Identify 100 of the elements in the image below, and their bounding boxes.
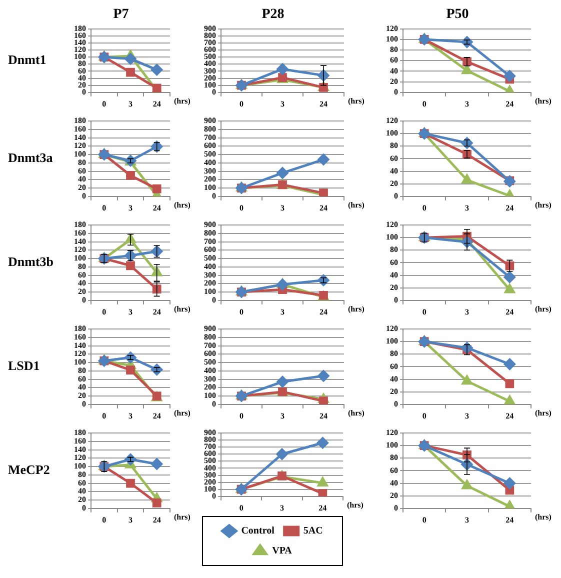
x-tick-label: 24 [320, 203, 328, 212]
y-tick-label: 120 [386, 428, 398, 438]
x-axis-title: (hrs) [535, 512, 552, 522]
x-tick-label: 3 [128, 411, 132, 420]
y-tick-label: 300 [204, 166, 216, 176]
y-axis-title: LSD1 [8, 358, 40, 374]
y-tick-label: 100 [386, 440, 398, 450]
y-tick-label: 140 [74, 236, 86, 246]
y-tick-label: 40 [78, 278, 86, 288]
y-tick-label: 80 [390, 453, 398, 462]
x-tick-label: 24 [506, 307, 514, 316]
legend-label: 5AC [303, 526, 323, 537]
y-tick-label: 60 [390, 258, 398, 267]
y-tick-label: 120 [74, 349, 86, 358]
x-tick-label: 3 [465, 203, 469, 212]
x-tick-label: 24 [320, 411, 328, 420]
y-tick-label: 0 [212, 87, 216, 96]
y-tick-label: 20 [390, 76, 398, 86]
y-tick-label: 900 [204, 324, 216, 334]
y-tick-label: 140 [74, 38, 86, 47]
y-tick-label: 160 [74, 30, 86, 40]
x-tick-label: 0 [422, 307, 426, 316]
y-tick-label: 80 [390, 45, 398, 54]
x-tick-label: 3 [465, 515, 469, 524]
x-tick-label: 3 [280, 307, 284, 316]
y-tick-label: 40 [390, 478, 398, 488]
x-tick-label: 24 [318, 503, 327, 512]
y-tick-label: 120 [386, 116, 398, 126]
y-tick-label: 900 [204, 220, 216, 230]
y-tick-label: 20 [78, 183, 86, 192]
x-tick-label: 24 [506, 515, 514, 524]
x-tick-label: 24 [152, 307, 161, 316]
chart-title: P7 [113, 7, 129, 22]
y-tick-label: 700 [204, 132, 216, 142]
y-tick-label: 120 [74, 245, 86, 254]
y-tick-label: 0 [212, 399, 216, 408]
y-tick-label: 120 [74, 45, 86, 54]
y-tick-label: 20 [390, 178, 398, 188]
y-tick-label: 700 [204, 442, 216, 452]
x-tick-label: 0 [422, 515, 426, 524]
y-tick-label: 200 [204, 477, 216, 486]
x-tick-label: 0 [102, 515, 106, 524]
y-tick-label: 180 [74, 324, 86, 334]
y-tick-label: 160 [74, 228, 86, 238]
x-axis-title: (hrs) [535, 304, 552, 314]
x-tick-label: 0 [102, 203, 106, 212]
x-tick-label: 3 [280, 503, 284, 512]
y-tick-label: 500 [204, 456, 216, 466]
y-tick-label: 140 [74, 340, 86, 350]
y-tick-label: 20 [78, 80, 86, 90]
y-tick-label: 100 [386, 336, 398, 346]
y-tick-label: 180 [74, 116, 86, 126]
chart-title: P28 [262, 7, 284, 22]
x-tick-label: 24 [152, 203, 161, 212]
y-tick-label: 60 [390, 154, 398, 163]
y-tick-label: 200 [204, 174, 216, 184]
x-axis-title: (hrs) [535, 96, 552, 106]
x-tick-label: 0 [102, 307, 106, 316]
y-tick-label: 40 [390, 166, 398, 176]
y-tick-label: 800 [204, 228, 216, 238]
y-tick-label: 800 [204, 332, 216, 342]
y-tick-label: 100 [74, 462, 86, 471]
y-tick-label: 600 [204, 45, 216, 54]
x-axis-title: (hrs) [174, 200, 191, 210]
x-tick-label: 3 [128, 99, 132, 108]
y-tick-label: 20 [390, 282, 398, 292]
y-tick-label: 180 [74, 428, 86, 438]
y-tick-label: 0 [394, 295, 398, 304]
x-tick-label: 0 [240, 203, 244, 212]
x-axis-title: (hrs) [348, 304, 365, 314]
y-tick-label: 800 [204, 435, 216, 444]
y-tick-label: 60 [390, 466, 398, 475]
y-tick-label: 80 [78, 262, 86, 271]
y-tick-label: 100 [386, 128, 398, 138]
x-axis-title: (hrs) [174, 96, 191, 106]
y-tick-label: 180 [74, 24, 86, 33]
y-tick-label: 20 [78, 287, 86, 296]
y-tick-label: 500 [204, 150, 216, 159]
x-tick-label: 24 [506, 99, 514, 108]
y-tick-label: 120 [74, 141, 86, 150]
x-tick-label: 0 [102, 99, 106, 108]
y-tick-label: 0 [82, 295, 86, 304]
chart-title: P50 [446, 7, 469, 22]
y-tick-label: 100 [204, 80, 216, 90]
y-tick-label: 80 [78, 59, 86, 68]
y-tick-label: 120 [74, 453, 86, 462]
y-axis-title: Dnmt1 [8, 52, 46, 67]
y-tick-label: 600 [204, 245, 216, 254]
y-tick-label: 100 [386, 34, 398, 44]
y-tick-label: 100 [74, 358, 86, 367]
x-axis-title: (hrs) [348, 408, 365, 418]
x-axis-title: (hrs) [348, 200, 365, 210]
x-axis-title: (hrs) [535, 408, 552, 418]
x-tick-label: 24 [506, 203, 514, 212]
y-tick-label: 40 [390, 66, 398, 76]
y-axis-title: MeCP2 [8, 462, 50, 478]
y-tick-label: 120 [386, 324, 398, 334]
x-axis-title: (hrs) [174, 408, 191, 418]
legend-label: Control [241, 526, 275, 537]
y-tick-label: 80 [390, 141, 398, 150]
